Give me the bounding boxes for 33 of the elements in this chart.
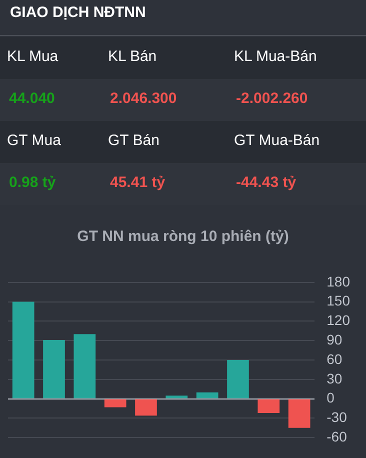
y-tick-label: -60 — [326, 428, 348, 444]
chart-title: GT NN mua ròng 10 phiên (tỷ) — [76, 228, 290, 245]
text: KL Mua — [7, 48, 58, 65]
bar — [227, 360, 249, 398]
bar — [196, 392, 218, 398]
y-tick-label: 30 — [326, 370, 342, 386]
y-tick-label: 90 — [326, 331, 342, 348]
y-tick-label: 180 — [326, 273, 350, 290]
text: KL Mua-Bán — [234, 48, 317, 65]
text: GIAO DỊCH NĐTNN — [10, 4, 146, 21]
bar — [104, 399, 126, 408]
y-tick-label: -30 — [326, 409, 348, 426]
bar — [166, 396, 188, 398]
text: 0.98 tỷ — [9, 174, 56, 191]
text: GT Mua-Bán — [234, 132, 320, 149]
text: GT Mua — [7, 132, 61, 149]
y-tick-label: 120 — [326, 312, 350, 328]
text: -44.43 tỷ — [236, 174, 296, 191]
text: KL Bán — [108, 48, 157, 65]
y-tick-label: 60 — [326, 350, 342, 367]
bar — [258, 399, 280, 414]
text: -2.002.260 — [236, 90, 308, 107]
bar — [12, 302, 34, 398]
text: GT Bán — [108, 132, 160, 149]
text: 44.040 — [9, 90, 55, 107]
y-tick-label: 150 — [326, 292, 350, 309]
text: 45.41 tỷ — [110, 174, 166, 191]
y-tick-label: 0 — [326, 390, 335, 406]
bar — [135, 399, 157, 416]
bar — [43, 340, 65, 398]
bar — [288, 399, 310, 428]
bar — [74, 334, 96, 398]
text: 2.046.300 — [110, 90, 177, 107]
